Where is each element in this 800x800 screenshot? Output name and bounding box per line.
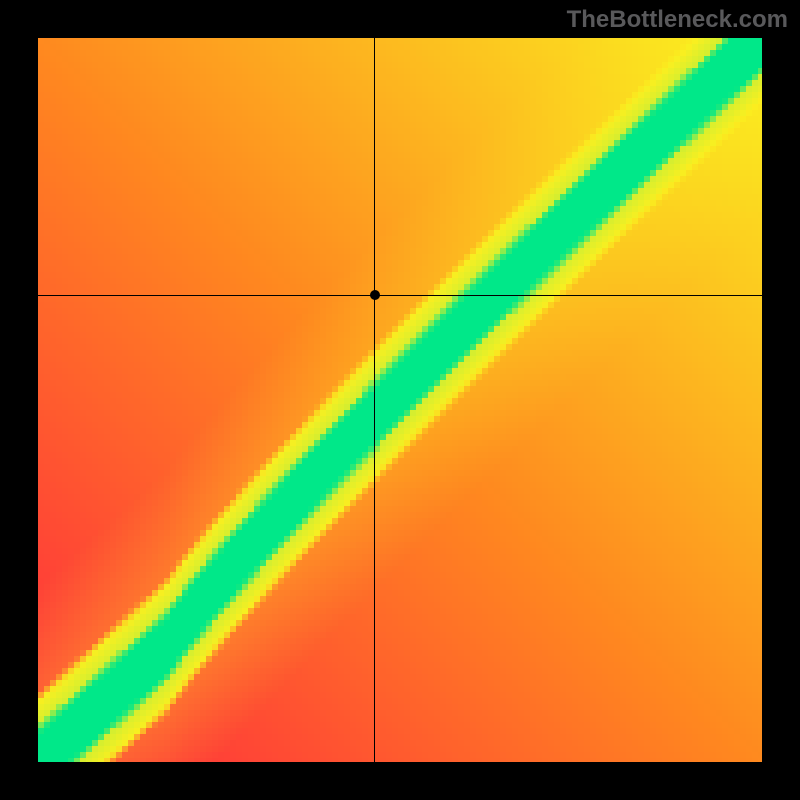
chart-container: TheBottleneck.com (0, 0, 800, 800)
bottleneck-heatmap (38, 38, 762, 762)
crosshair-vertical (374, 38, 375, 762)
crosshair-horizontal (38, 295, 762, 296)
watermark-text: TheBottleneck.com (0, 6, 800, 34)
crosshair-marker (370, 290, 380, 300)
